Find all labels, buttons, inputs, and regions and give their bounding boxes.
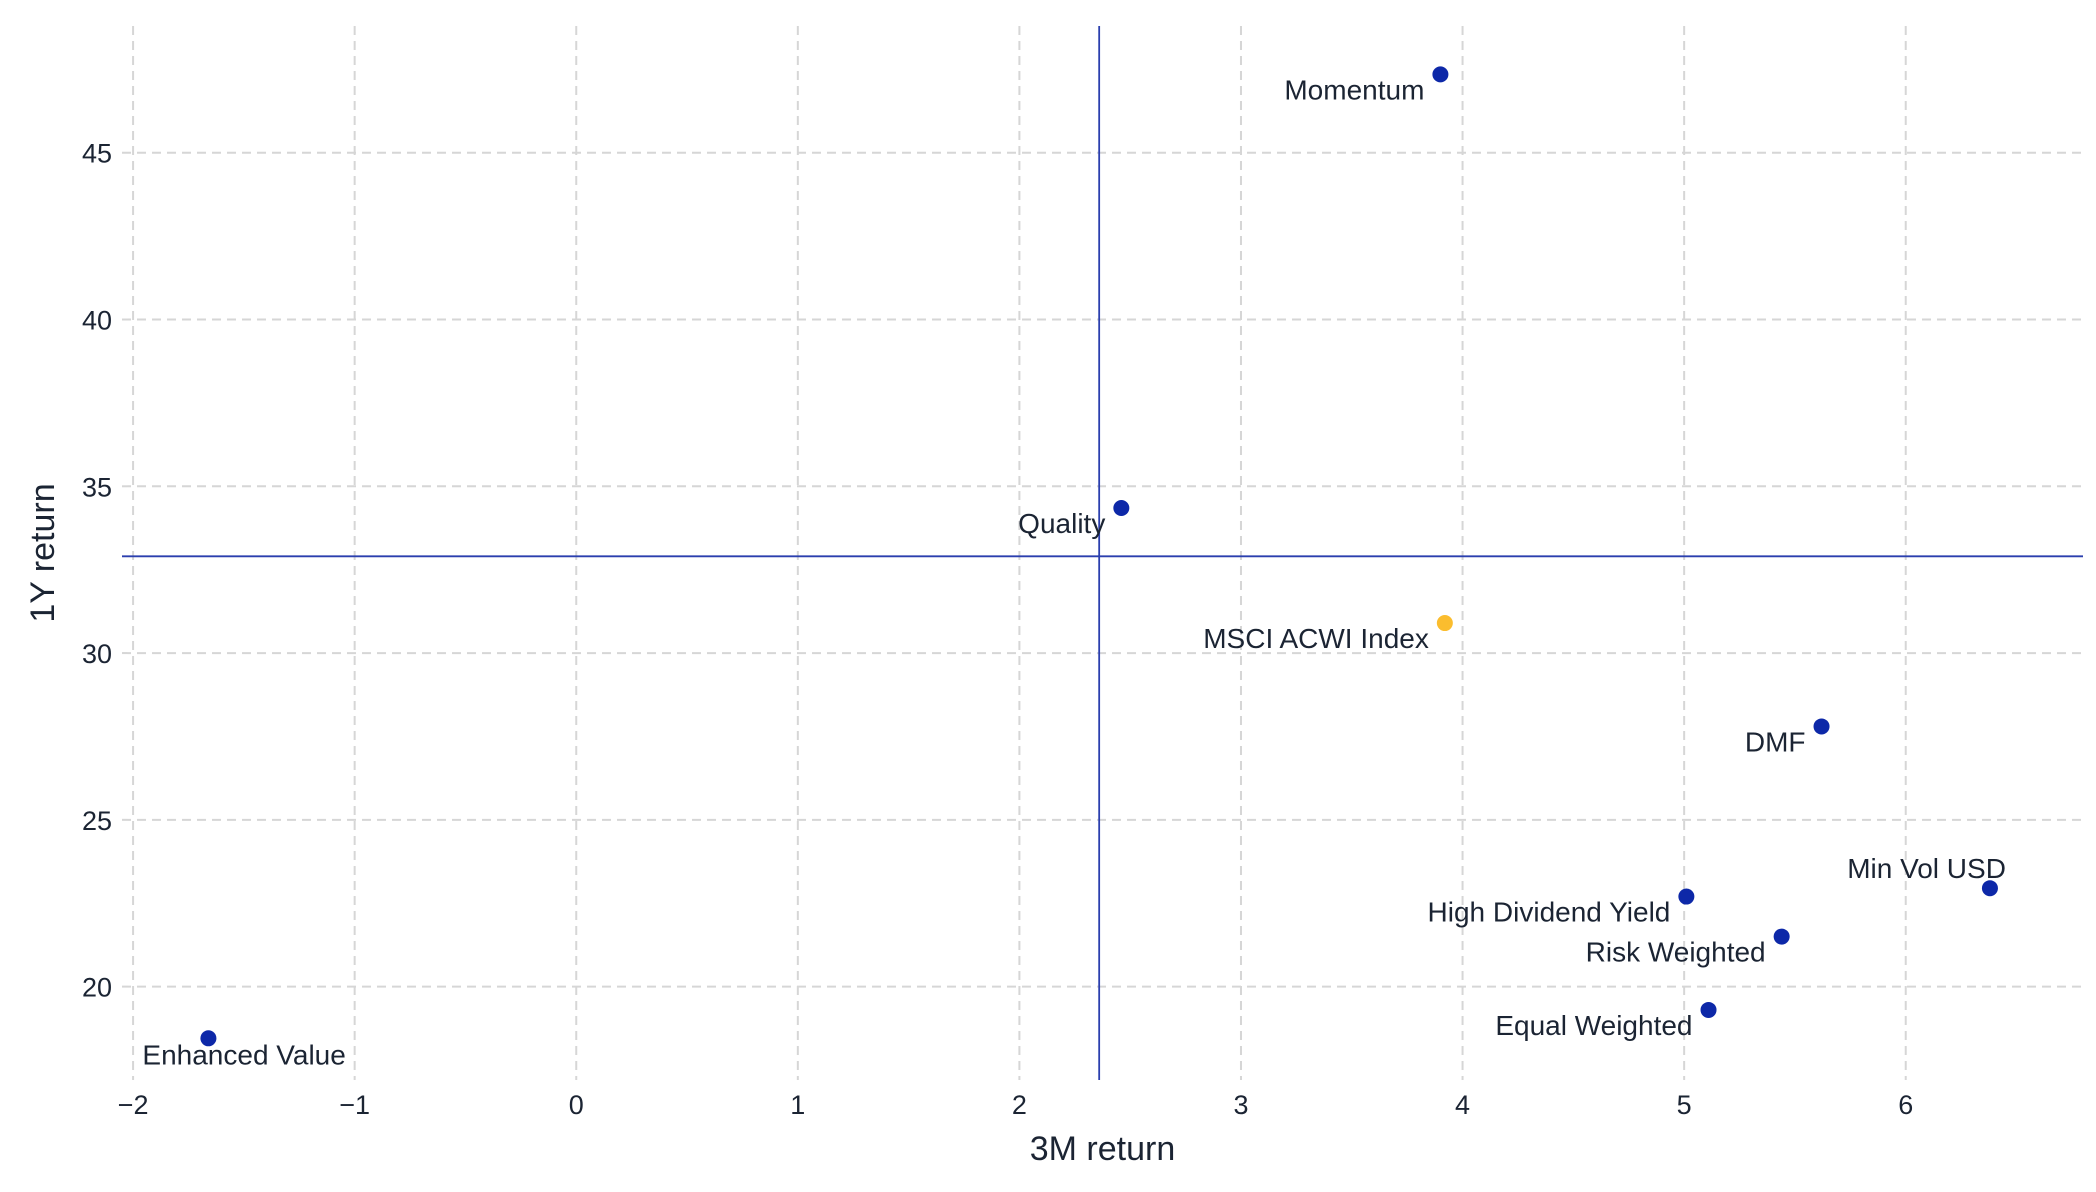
reference-lines xyxy=(122,26,2083,1080)
point-label: Enhanced Value xyxy=(142,1039,345,1070)
point-label: MSCI ACWI Index xyxy=(1203,623,1429,654)
point-label: Quality xyxy=(1018,508,1105,539)
data-point xyxy=(1813,718,1830,735)
y-tick-label: 25 xyxy=(82,806,112,836)
x-tick-label: 3 xyxy=(1233,1090,1248,1120)
point-label: Min Vol USD xyxy=(1847,853,2006,884)
x-axis-ticks: −2 −1 0 1 2 3 4 5 6 xyxy=(118,1090,1914,1120)
data-point xyxy=(200,1030,217,1047)
data-point xyxy=(1113,499,1130,516)
data-point xyxy=(1436,615,1453,632)
y-tick-label: 40 xyxy=(82,306,112,336)
grid xyxy=(122,26,2083,1080)
point-label: Momentum xyxy=(1284,74,1424,105)
data-point xyxy=(1700,1001,1717,1018)
x-axis-title: 3M return xyxy=(1030,1130,1176,1168)
y-tick-label: 30 xyxy=(82,639,112,669)
x-tick-label: 2 xyxy=(1012,1090,1027,1120)
y-axis-title: 1Y return xyxy=(24,483,62,622)
x-tick-label: −2 xyxy=(118,1090,149,1120)
point-label: High Dividend Yield xyxy=(1428,897,1671,928)
y-tick-label: 20 xyxy=(82,973,112,1003)
x-tick-label: 6 xyxy=(1898,1090,1913,1120)
x-tick-label: 1 xyxy=(790,1090,805,1120)
x-tick-label: 0 xyxy=(569,1090,584,1120)
data-point xyxy=(1678,888,1695,905)
point-label: DMF xyxy=(1745,726,1806,757)
point-label: Equal Weighted xyxy=(1495,1010,1692,1041)
data-point xyxy=(1432,66,1449,83)
data-point xyxy=(1981,880,1998,897)
y-tick-label: 45 xyxy=(82,139,112,169)
data-points xyxy=(200,66,1998,1047)
y-tick-label: 35 xyxy=(82,472,112,502)
point-labels: Momentum Quality MSCI ACWI Index DMF Min Vol… xyxy=(142,74,2006,1070)
data-point xyxy=(1773,928,1790,945)
y-axis-ticks: 20 25 30 35 40 45 xyxy=(82,139,112,1003)
x-tick-label: 4 xyxy=(1455,1090,1470,1120)
x-tick-label: −1 xyxy=(339,1090,370,1120)
point-label: Risk Weighted xyxy=(1586,937,1766,968)
x-tick-label: 5 xyxy=(1677,1090,1692,1120)
